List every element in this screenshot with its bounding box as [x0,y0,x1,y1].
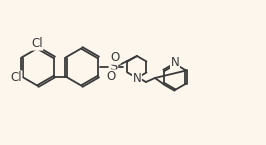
Text: N: N [171,57,179,69]
Text: Cl: Cl [31,37,43,50]
Text: O: O [107,70,116,83]
Text: O: O [111,51,120,64]
Text: N: N [132,71,141,85]
Text: Cl: Cl [10,71,22,84]
Text: S: S [109,60,118,74]
